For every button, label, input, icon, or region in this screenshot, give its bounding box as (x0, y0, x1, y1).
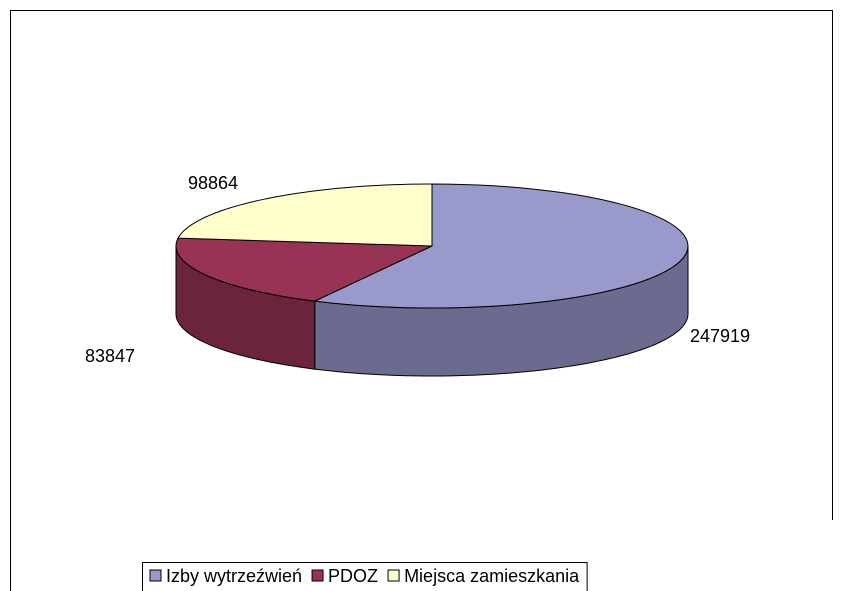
legend-swatch (387, 569, 400, 582)
pie: 247919 83847 98864 (85, 173, 750, 377)
data-label: 98864 (188, 173, 238, 193)
legend-label: Miejsca zamieszkania (404, 566, 580, 586)
legend-label: Izby wytrzeźwień (166, 566, 302, 586)
slice (177, 183, 433, 247)
legend-label: PDOZ (328, 566, 378, 586)
legend-swatch (311, 569, 324, 582)
data-label: 83847 (85, 346, 135, 366)
plot-frame (10, 10, 833, 591)
legend-box (142, 562, 588, 591)
data-label: 247919 (690, 326, 750, 346)
slice (312, 183, 689, 309)
legend-swatch (149, 569, 162, 582)
slice (175, 237, 433, 302)
legend: Izby wytrzeźwień PDOZ Miejsca zamieszkania (142, 562, 588, 591)
